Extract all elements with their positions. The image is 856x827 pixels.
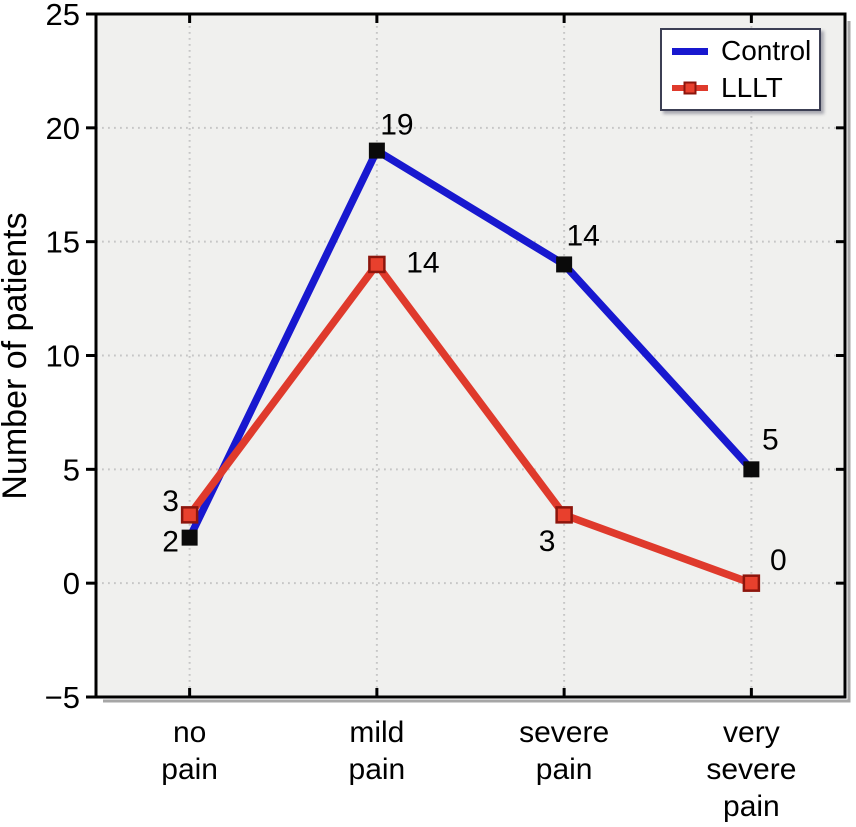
point-label-lllt: 0 — [770, 544, 787, 577]
y-tick-label: 25 — [46, 0, 80, 32]
data-point-control — [743, 461, 760, 478]
series-line-lllt — [186, 258, 753, 587]
x-category-label: no pain — [161, 716, 218, 786]
legend-item-control: Control — [672, 35, 812, 66]
data-point-lllt — [180, 506, 199, 524]
point-label-control: 14 — [566, 219, 599, 252]
y-tick-label: 15 — [46, 225, 80, 260]
frame-shadow — [103, 21, 851, 703]
series-line-control — [186, 145, 755, 540]
y-tick-label: 0 — [63, 566, 80, 601]
point-label-lllt: 14 — [406, 246, 439, 279]
x-category-label: mild pain — [349, 716, 406, 786]
data-point-control — [556, 256, 573, 273]
data-point-control — [368, 142, 385, 159]
y-tick-label: 5 — [63, 452, 80, 487]
data-point-control — [181, 529, 198, 546]
legend-label-control: Control — [721, 35, 812, 66]
y-tick-label: −5 — [45, 680, 80, 715]
data-point-lllt — [368, 255, 386, 274]
control-line-swatch — [672, 47, 708, 55]
legend: Control LLLT — [660, 28, 821, 111]
lllt-square-marker-swatch — [683, 81, 697, 95]
point-label-lllt: 3 — [539, 525, 556, 558]
x-category-label: very severe pain — [706, 716, 796, 823]
point-label-control: 5 — [762, 423, 779, 456]
legend-item-lllt: LLLT — [672, 74, 809, 102]
y-axis-title: Number of patients — [0, 212, 34, 499]
x-category-label: severe pain — [519, 716, 609, 786]
data-point-lllt — [742, 574, 761, 592]
point-label-control: 2 — [162, 526, 179, 559]
y-tick-label: 10 — [46, 339, 80, 374]
point-label-control: 19 — [380, 109, 413, 142]
point-label-lllt: 3 — [162, 485, 179, 518]
y-tick-label: 20 — [46, 111, 80, 146]
lllt-line-swatch — [672, 81, 708, 95]
legend-label-lllt: LLLT — [721, 72, 783, 103]
data-point-lllt — [555, 506, 573, 524]
